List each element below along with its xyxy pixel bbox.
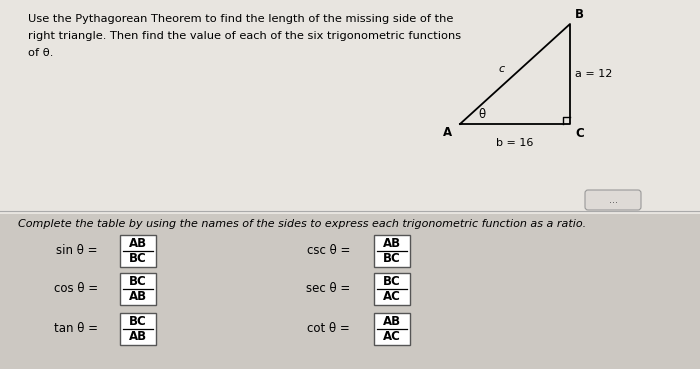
Text: a = 12: a = 12 [575,69,612,79]
Text: cos θ =: cos θ = [54,283,98,296]
Text: right triangle. Then find the value of each of the six trigonometric functions: right triangle. Then find the value of e… [28,31,461,41]
Text: BC: BC [129,276,147,289]
Text: cot θ =: cot θ = [307,323,350,335]
Text: BC: BC [129,315,147,328]
Text: θ: θ [478,107,486,121]
Text: BC: BC [383,252,401,265]
Text: sin θ =: sin θ = [57,245,98,258]
Text: sec θ =: sec θ = [306,283,350,296]
Bar [120,313,156,345]
Text: AB: AB [129,290,147,303]
Text: of θ.: of θ. [28,48,53,58]
Text: BC: BC [383,276,401,289]
Text: csc θ =: csc θ = [307,245,350,258]
Text: B: B [575,8,584,21]
Text: AB: AB [383,315,401,328]
Text: AB: AB [383,238,401,251]
Text: c: c [499,64,505,74]
Bar [120,273,156,305]
Text: C: C [575,127,584,140]
Text: Complete the table by using the names of the sides to express each trigonometric: Complete the table by using the names of… [18,219,586,229]
Text: tan θ =: tan θ = [54,323,98,335]
Text: A: A [443,126,452,139]
Bar [0,0,700,214]
Text: Use the Pythagorean Theorem to find the length of the missing side of the: Use the Pythagorean Theorem to find the … [28,14,454,24]
Text: ...: ... [608,195,617,205]
Bar [374,235,410,267]
Text: BC: BC [129,252,147,265]
Bar [374,273,410,305]
Bar [120,235,156,267]
Text: b = 16: b = 16 [496,138,533,148]
Bar [374,313,410,345]
Text: AB: AB [129,238,147,251]
Text: AC: AC [383,330,401,342]
Text: AC: AC [383,290,401,303]
Text: AB: AB [129,330,147,342]
FancyBboxPatch shape [585,190,641,210]
